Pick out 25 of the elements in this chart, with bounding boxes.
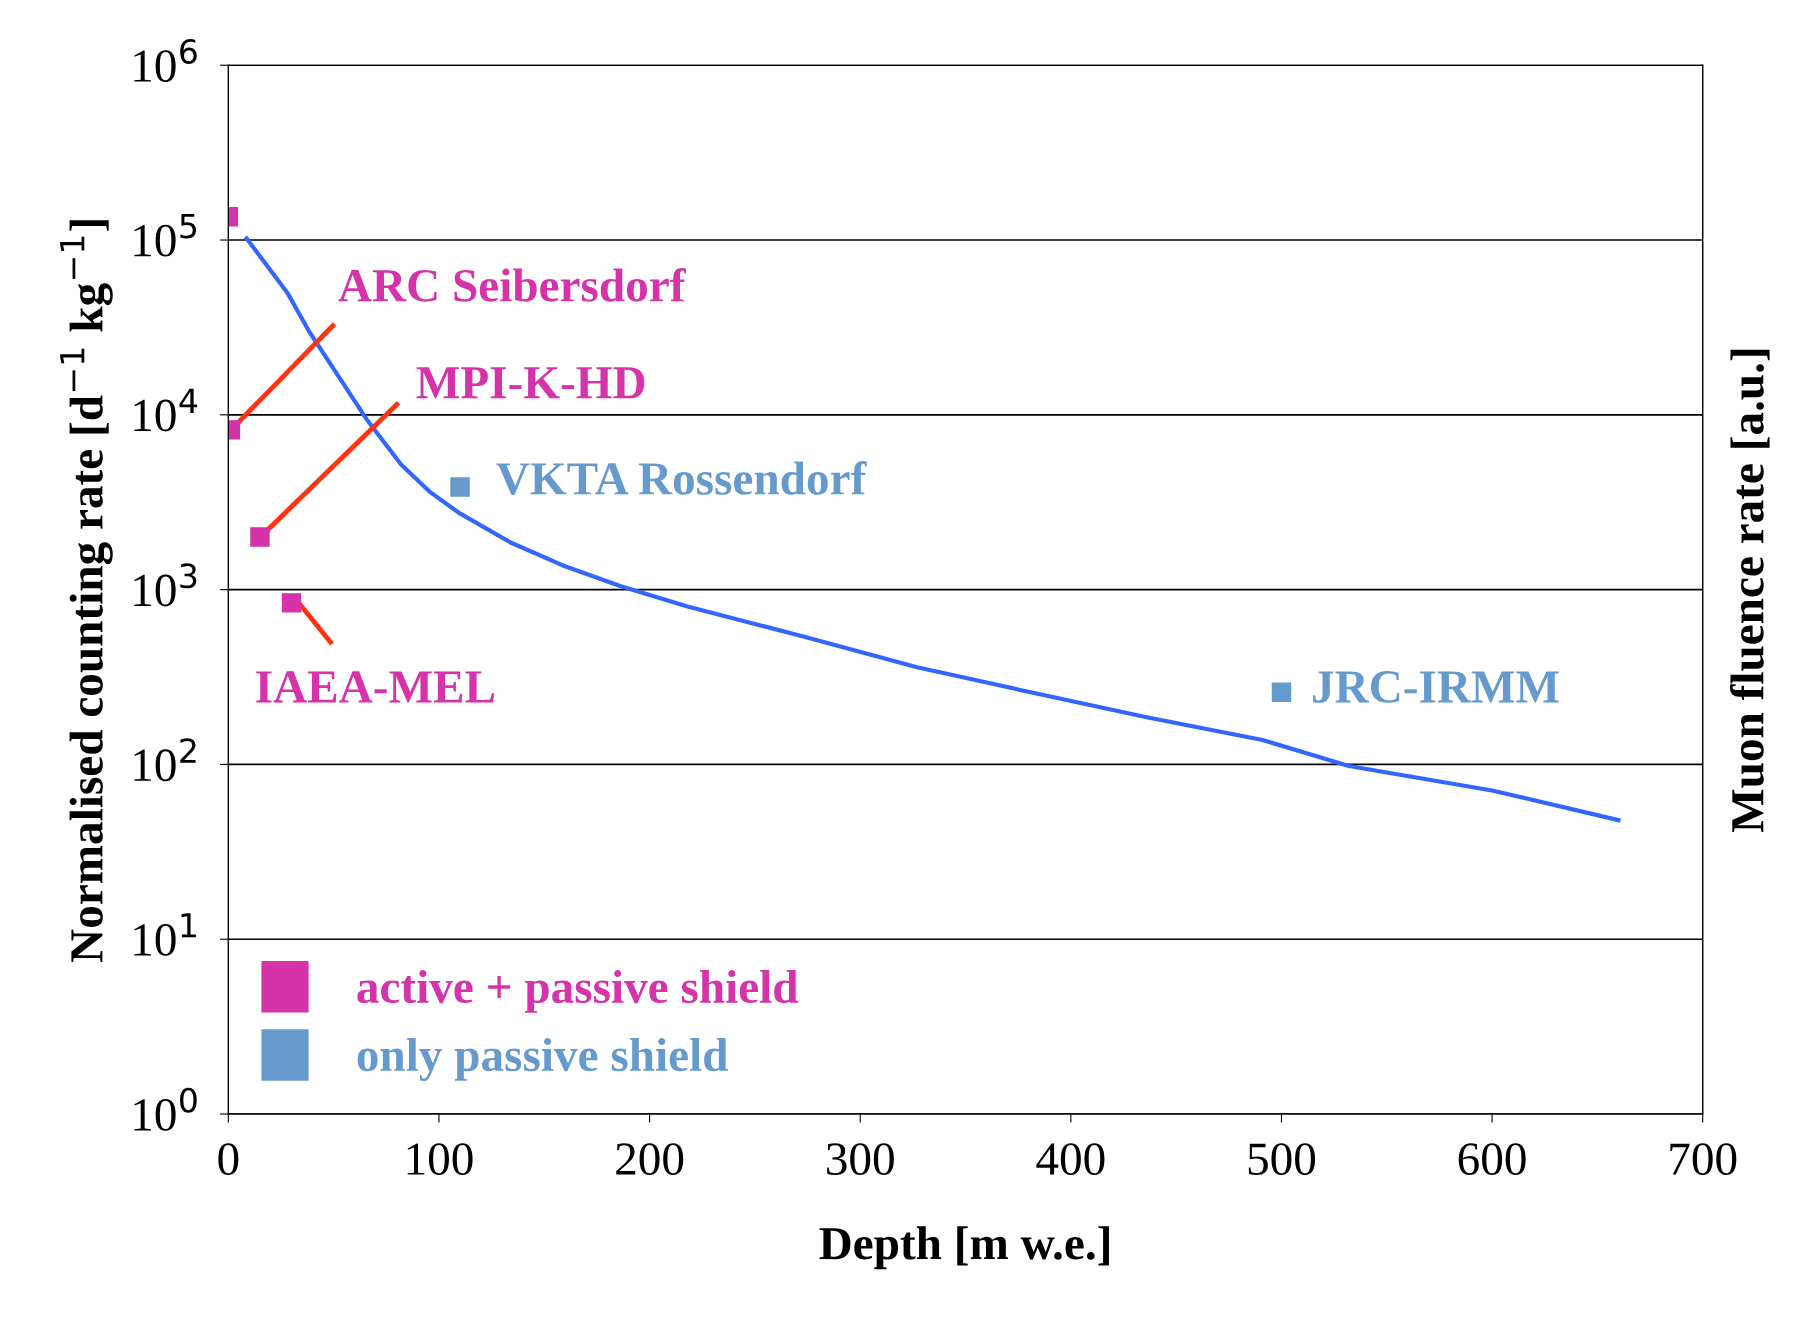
x-tick-label: 300 [827,1143,894,1176]
annotation: JRC-IRMM [1313,671,1559,703]
legend-label: active + passive shield [357,969,799,1013]
y-tick-label: 10$^{0}$ [134,1087,197,1131]
x-tick-label: 200 [616,1143,684,1176]
y-tick-label: 10$^{6}$ [134,38,197,83]
y2-axis-title: Muon fluence rate [a.u.] [1730,349,1770,833]
annotation: ARC Seibersdorf [338,267,686,302]
x-tick-label: 400 [1036,1143,1105,1176]
y-tick-label: 10$^{5}$ [134,213,197,257]
y-axis-title: Normalised counting rate [d$^{−1}$ kg$^{−1}$] [60,220,113,963]
x-tick-label: 600 [1458,1143,1526,1176]
x-tick-label: 700 [1670,1143,1737,1176]
legend-label: only passive shield [357,1038,728,1081]
x-tick-label: 500 [1248,1143,1316,1176]
y-tick-label: 10$^{1}$ [134,913,196,956]
annotation: IAEA-MEL [256,671,495,703]
annotation: VKTA Rossendorf [496,461,867,496]
y-tick-label: 10$^{2}$ [134,738,196,782]
y-tick-label: 10$^{3}$ [134,563,197,607]
annotation: MPI-K-HD [416,367,645,399]
y-tick-label: 10$^{4}$ [134,388,198,432]
x-tick-label: 100 [407,1143,473,1176]
x-axis-title: Depth [m w.e.] [819,1226,1109,1270]
x-tick-label: 0 [218,1143,239,1176]
